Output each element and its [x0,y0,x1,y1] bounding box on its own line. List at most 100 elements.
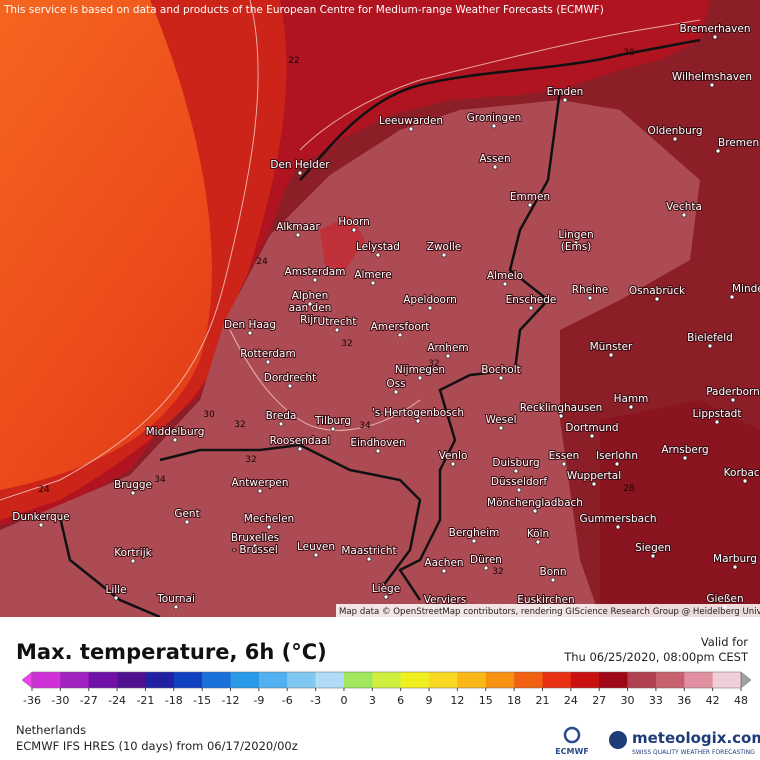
city-dot [712,34,718,40]
city-dot [513,468,519,474]
colorbar-tick-label: 27 [592,694,606,707]
city-dot [527,202,533,208]
city-label: Almere [354,269,391,281]
colorbar-segment [258,672,288,688]
city-dot [654,296,660,302]
colorbar-tick-label: 6 [397,694,404,707]
city-label: Mönchengladbach [487,497,583,509]
city-label: Kortrijk [114,547,152,559]
city-dot [375,252,381,258]
city-label: Münster [590,341,633,353]
city-dot [707,343,713,349]
city-dot [173,604,179,610]
city-label: Bremerhaven [680,23,751,35]
city-dot [417,375,423,381]
colorbar-tick-label: -9 [253,694,264,707]
city-dot [573,240,579,246]
city-dot [278,421,284,427]
contour-label: 32 [428,359,439,369]
city-label: Leeuwarden [379,115,443,127]
city-label: Assen [479,153,510,165]
city-dot [561,461,567,467]
city-dot [266,524,272,530]
city-label: Korbach [724,467,760,479]
colorbar-segment [684,672,713,688]
colorbar-tick-label: 18 [507,694,521,707]
city-dot [471,538,477,544]
contour-label: 34 [154,475,166,485]
city-dot [130,558,136,564]
colorbar-segment [88,672,118,688]
contour-label: 24 [38,485,50,495]
city-dot [393,389,399,395]
city-dot [312,277,318,283]
city-dot [415,418,421,424]
city-dot [408,126,414,132]
colorbar-segment [485,672,515,688]
attribution-bg [336,604,760,617]
colorbar-tick-label: -27 [80,694,98,707]
city-dot [351,227,357,233]
city-dot [441,252,447,258]
city-label: Rotterdam [240,348,295,360]
colorbar-segment [372,672,401,688]
colorbar-segment [202,672,231,688]
city-dot [252,543,258,549]
city-label: Brugge [114,479,152,491]
ecmwf-text: ECMWF [555,747,589,756]
region: Netherlands [16,723,86,737]
city-label: Minden [732,283,760,295]
city-dot [491,123,497,129]
city-label: Duisburg [492,457,539,469]
valid-label: Valid for [701,635,748,649]
colorbar-segment [343,672,373,688]
city-dot [589,433,595,439]
city-dot [730,397,736,403]
colorbar-segment [287,672,316,688]
borders [58,38,701,617]
city-label: Antwerpen [231,477,288,489]
colorbar-end [740,671,752,689]
city-label: Essen [549,450,580,462]
city-label: Almelo [487,270,523,282]
city-dot [516,487,522,493]
city-dot [450,461,456,467]
colorbar-tick-label: 48 [734,694,748,707]
colorbar-segment [315,672,345,688]
colorbar-tick-label: 0 [340,694,347,707]
city-label: Vechta [666,201,702,213]
city-dot [330,426,336,432]
city-dot [562,97,568,103]
colorbar-tick-label: -24 [108,694,126,707]
colorbar-tick-label: -12 [222,694,240,707]
contour-label: 32 [234,420,245,430]
colorbar-segment [400,672,430,688]
city-dot [295,232,301,238]
colorbar-segment [514,672,543,688]
city-dot [297,446,303,452]
city-dot [184,519,190,525]
colorbar-tick-label: -21 [136,694,154,707]
city-label: Lippstadt [693,408,742,420]
city-label: Osnabrück [629,285,686,297]
city-dot [334,327,340,333]
city-label: Lelystad [356,241,400,253]
city-dot [628,404,634,410]
city-label: Lille [105,584,126,596]
city-dot [498,375,504,381]
city-dot [742,478,748,484]
city-label: Emmen [510,191,550,203]
city-label: Wilhelmshaven [672,71,752,83]
city-dot [732,564,738,570]
colorbar-segment [570,672,600,688]
city-dot [550,577,556,583]
legend-panel: Max. temperature, 6h (°C) Valid for Thu … [16,635,760,756]
city-dot [709,82,715,88]
city-label: Bruxelles - Brussel [231,532,279,556]
contour-label: 32 [492,567,503,577]
city-label: Recklinghausen [520,402,603,414]
city-dot [445,353,451,359]
colorbar-segment [599,672,628,688]
ecmwf-logo [563,726,581,744]
